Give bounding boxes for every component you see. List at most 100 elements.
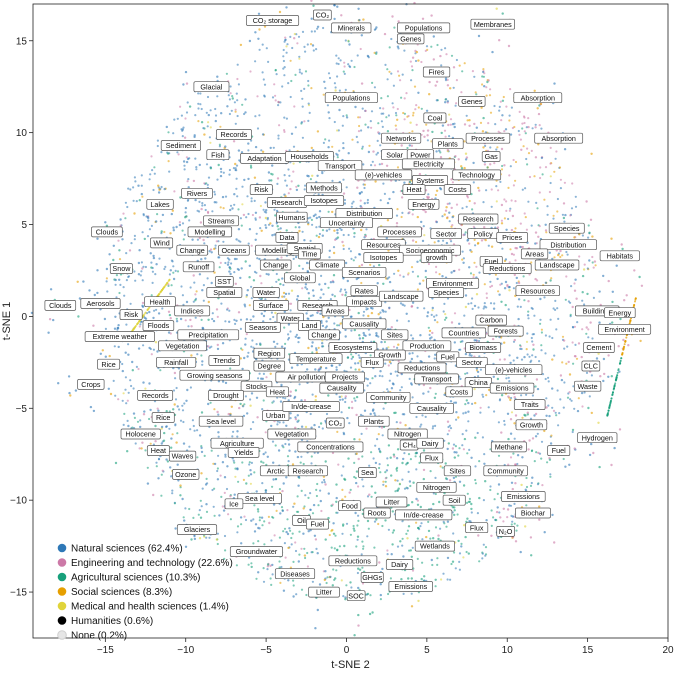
- scatter-point: [198, 200, 201, 203]
- scatter-point: [358, 356, 361, 359]
- scatter-point: [437, 239, 440, 243]
- scatter-point: [510, 523, 513, 526]
- scatter-point: [223, 491, 226, 494]
- scatter-point: [268, 521, 271, 525]
- scatter-point: [451, 123, 455, 126]
- scatter-point: [385, 469, 389, 472]
- scatter-point: [494, 273, 497, 276]
- scatter-point: [310, 0, 313, 2]
- scatter-point: [254, 31, 257, 34]
- scatter-point: [300, 89, 303, 92]
- scatter-point: [482, 146, 485, 149]
- scatter-point: [206, 277, 209, 280]
- scatter-point: [154, 424, 157, 428]
- scatter-point: [92, 409, 96, 413]
- scatter-point: [114, 278, 117, 282]
- scatter-point: [313, 534, 317, 537]
- scatter-point: [133, 212, 136, 215]
- scatter-point: [302, 462, 305, 466]
- scatter-point: [406, 146, 409, 150]
- scatter-point: [312, 214, 316, 218]
- scatter-point: [610, 375, 613, 378]
- scatter-point: [288, 394, 291, 397]
- scatter-point: [276, 225, 279, 228]
- scatter-point: [310, 345, 314, 348]
- scatter-point: [590, 411, 593, 415]
- scatter-point: [197, 120, 200, 123]
- scatter-point: [271, 485, 274, 488]
- scatter-point: [215, 240, 218, 243]
- scatter-point: [258, 28, 261, 31]
- scatter-point: [407, 470, 410, 473]
- scatter-point: [335, 569, 338, 572]
- scatter-point: [231, 435, 234, 438]
- scatter-point: [323, 578, 326, 582]
- scatter-point: [461, 340, 464, 343]
- scatter-point: [157, 184, 160, 187]
- scatter-point: [536, 387, 540, 391]
- scatter-point: [310, 462, 313, 465]
- scatter-point: [274, 69, 277, 72]
- scatter-point: [200, 207, 203, 211]
- scatter-point: [386, 553, 389, 556]
- scatter-point: [443, 302, 446, 305]
- scatter-point: [478, 560, 481, 563]
- scatter-point: [300, 72, 303, 75]
- scatter-point: [166, 460, 170, 463]
- scatter-point: [194, 299, 197, 302]
- scatter-point: [219, 206, 222, 209]
- scatter-point: [527, 300, 530, 303]
- scatter-point: [452, 86, 455, 89]
- scatter-point: [162, 439, 166, 442]
- scatter-point: [496, 506, 499, 509]
- scatter-point: [176, 117, 179, 120]
- scatter-point: [388, 70, 391, 73]
- scatter-point: [309, 412, 312, 416]
- scatter-point: [547, 380, 550, 383]
- scatter-point: [515, 247, 519, 250]
- scatter-point: [183, 402, 186, 405]
- scatter-point: [474, 465, 477, 468]
- scatter-point: [165, 125, 168, 129]
- scatter-point: [540, 127, 543, 130]
- scatter-point: [248, 264, 251, 267]
- scatter-point: [325, 229, 329, 232]
- scatter-point: [294, 335, 297, 338]
- scatter-point: [439, 465, 442, 468]
- scatter-point: [467, 302, 470, 305]
- scatter-point: [168, 313, 172, 317]
- scatter-point: [210, 345, 213, 348]
- scatter-point: [236, 195, 239, 198]
- scatter-point: [489, 302, 493, 305]
- scatter-point: [602, 357, 606, 361]
- scatter-point: [52, 318, 55, 322]
- scatter-point: [319, 366, 322, 369]
- scatter-point: [434, 424, 437, 427]
- scatter-point: [369, 382, 372, 385]
- scatter-point: [192, 300, 195, 303]
- scatter-point: [465, 399, 468, 402]
- scatter-point: [153, 309, 156, 312]
- scatter-point: [356, 524, 359, 527]
- scatter-point: [265, 47, 268, 50]
- scatter-point: [143, 237, 146, 241]
- scatter-point: [407, 577, 410, 580]
- scatter-point: [395, 114, 398, 117]
- scatter-point: [271, 164, 274, 167]
- scatter-point: [185, 399, 188, 402]
- scatter-point: [255, 396, 259, 399]
- scatter-point: [503, 341, 506, 344]
- scatter-point: [156, 407, 159, 410]
- scatter-point: [478, 271, 481, 274]
- scatter-point: [276, 177, 280, 180]
- scatter-point: [512, 452, 515, 455]
- scatter-point: [373, 520, 377, 523]
- scatter-point: [611, 290, 614, 293]
- scatter-point: [246, 289, 249, 292]
- scatter-point: [410, 65, 414, 68]
- scatter-point: [307, 217, 310, 220]
- scatter-point: [77, 315, 80, 318]
- scatter-point: [328, 256, 331, 259]
- scatter-point: [435, 80, 439, 84]
- scatter-point: [408, 180, 412, 184]
